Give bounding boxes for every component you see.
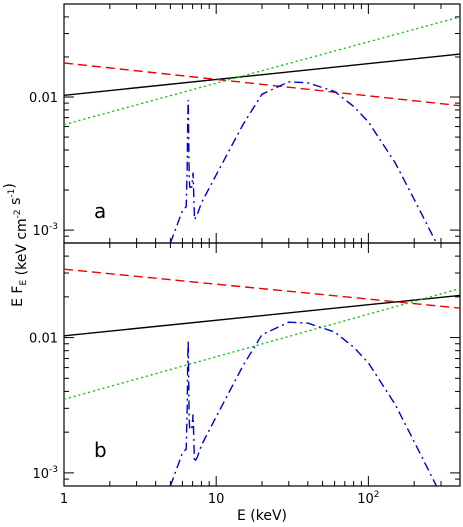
- series-line-dotted: [64, 287, 460, 400]
- x-tick-label: 102: [357, 490, 379, 507]
- panel-b-frame: [63, 242, 461, 487]
- series-line-dashdot: [169, 81, 438, 243]
- y-tick-label: 0.01: [29, 91, 58, 106]
- panel-a-label: a: [94, 199, 106, 223]
- axis-ticks: [63, 3, 461, 487]
- series-line-solid: [64, 53, 460, 96]
- x-tick-label: 1: [60, 492, 68, 507]
- panel-b-label: b: [94, 438, 107, 462]
- y-tick-label: 0.01: [29, 332, 58, 347]
- x-tick-labels: 1 10 102: [60, 490, 380, 507]
- x-axis-label: E (keV): [237, 508, 287, 524]
- y-tick-label: 10-3: [32, 222, 58, 239]
- panel-a-frame: [63, 3, 461, 244]
- x-tick-label: 10: [208, 492, 225, 507]
- panel-b-series: [64, 268, 460, 486]
- series-line-dashed: [64, 62, 460, 107]
- series-line-solid: [64, 294, 460, 337]
- series-line-dotted: [64, 16, 460, 126]
- y-axis-label: E FE (keV cm-2 s-1): [2, 183, 30, 307]
- y-tick-label: 10-3: [32, 465, 58, 482]
- series-line-dashed: [64, 268, 460, 309]
- series-line-dashdot: [169, 321, 438, 486]
- panel-a-series: [64, 16, 460, 243]
- y-tick-labels: 0.01 10-3 0.01 10-3: [29, 91, 58, 482]
